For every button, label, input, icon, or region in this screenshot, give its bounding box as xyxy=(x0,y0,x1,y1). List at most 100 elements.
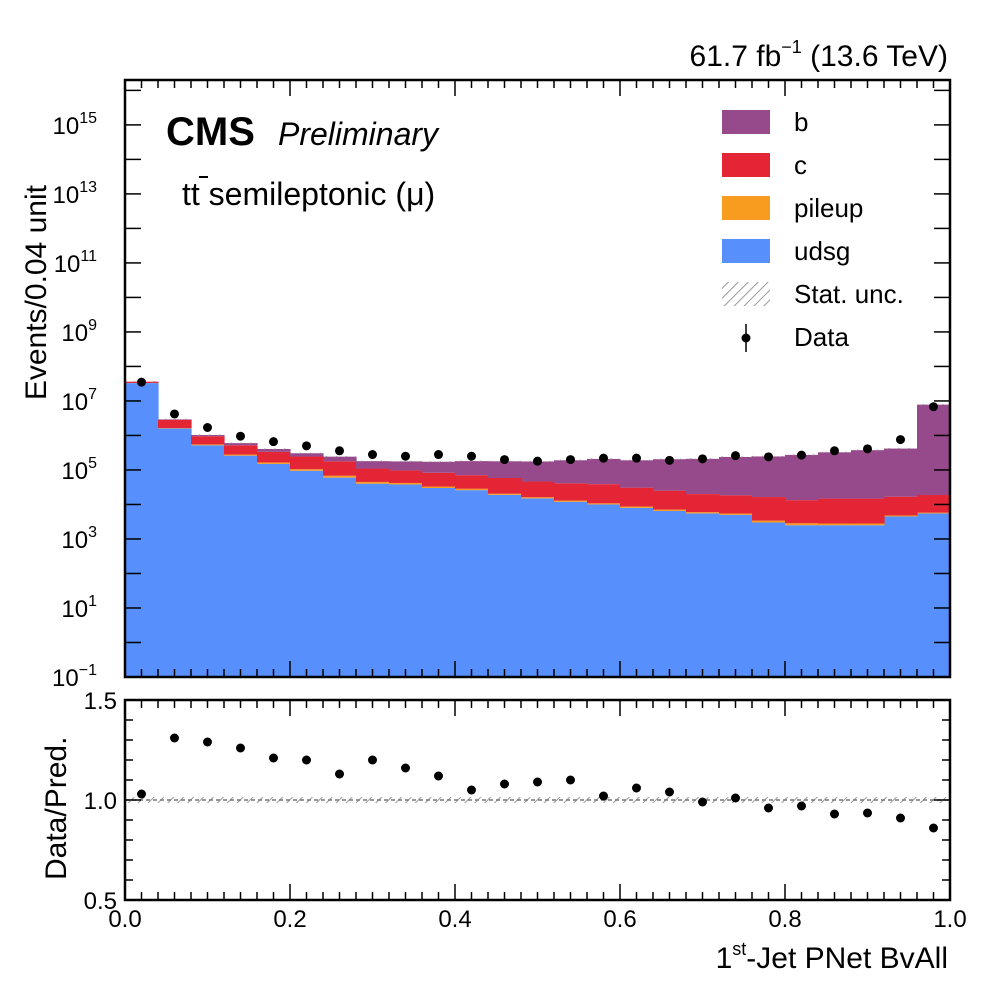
bar-c-13 xyxy=(554,483,588,501)
bar-b-20 xyxy=(785,454,819,501)
data-point-0 xyxy=(137,377,146,387)
bar-udsg-16 xyxy=(653,510,687,677)
bar-c-2 xyxy=(191,436,225,445)
bar-pileup-21 xyxy=(818,523,852,526)
stat-unc-band-2 xyxy=(191,434,224,436)
bar-b-10 xyxy=(455,461,489,476)
xtick-label: 1.0 xyxy=(933,906,966,933)
bar-b-9 xyxy=(422,461,456,473)
xtick-label: 0.4 xyxy=(438,906,471,933)
top-plot-frame xyxy=(123,78,952,679)
ratio-ytick-label: 1.5 xyxy=(84,688,117,715)
bar-b-2 xyxy=(191,435,225,437)
data-point-3 xyxy=(236,431,245,441)
ratio-point-24 xyxy=(929,823,938,833)
bar-udsg-20 xyxy=(785,525,819,677)
bar-udsg-15 xyxy=(620,507,654,677)
ratio-point-3 xyxy=(236,743,245,753)
top-axis-ticks: 1015 1013 1011 109 107 105 103 101 10−1 xyxy=(52,80,951,692)
legend-b-swatch xyxy=(722,110,770,134)
ytick-label: 1013 xyxy=(53,179,98,209)
bar-b-11 xyxy=(488,461,522,478)
ratio-point-17 xyxy=(698,797,707,807)
bar-udsg-7 xyxy=(356,483,390,677)
bar-udsg-10 xyxy=(455,490,489,677)
bar-c-3 xyxy=(224,445,258,455)
top-y-axis-label: Events/0.04 unit xyxy=(20,184,53,400)
bar-pileup-24 xyxy=(917,512,950,514)
stat-unc-band-10 xyxy=(455,460,488,462)
data-point-16 xyxy=(665,455,674,465)
bar-c-20 xyxy=(785,500,819,524)
data-point-20 xyxy=(797,450,806,460)
ratio-point-13 xyxy=(566,775,575,785)
ytick-label: 105 xyxy=(61,455,97,485)
ytick-label: 1011 xyxy=(54,248,97,278)
xtick-label: 0.2 xyxy=(273,906,306,933)
bottom-y-axis-label: Data/Pred. xyxy=(40,737,73,880)
ratio-point-6 xyxy=(335,769,344,779)
bar-pileup-5 xyxy=(290,469,324,471)
ratio-point-10 xyxy=(467,785,476,795)
stat-unc-band-7 xyxy=(356,460,389,462)
bottom-axis-ticks: 1.5 1.0 0.50.0 0.2 0.4 0.6 0.8 1.0 xyxy=(84,688,967,933)
data-point-5 xyxy=(302,441,311,451)
bar-udsg-12 xyxy=(521,498,555,677)
bar-c-4 xyxy=(257,451,291,463)
ratio-point-23 xyxy=(896,813,905,823)
bar-b-7 xyxy=(356,461,390,469)
stat-unc-band-9 xyxy=(422,461,455,463)
stat-unc-band-8 xyxy=(389,460,422,462)
bar-udsg-18 xyxy=(719,514,753,677)
ratio-point-0 xyxy=(137,789,146,799)
bar-b-5 xyxy=(290,453,324,457)
bar-c-14 xyxy=(587,484,621,504)
bar-c-18 xyxy=(719,495,753,514)
data-point-18 xyxy=(731,451,740,461)
ratio-point-12 xyxy=(533,777,542,787)
ratio-point-8 xyxy=(401,763,410,773)
data-point-12 xyxy=(533,456,542,466)
data-point-22 xyxy=(863,444,872,454)
ytick-label: 103 xyxy=(61,524,97,554)
bar-udsg-6 xyxy=(323,477,357,677)
legend-udsg-label: udsg xyxy=(794,236,850,266)
legend: b c pileup udsg Stat. unc. Data xyxy=(722,107,904,352)
bar-c-10 xyxy=(455,475,489,489)
data-point-24 xyxy=(929,402,938,412)
bar-pileup-9 xyxy=(422,486,456,489)
xtick-label: 0.8 xyxy=(768,906,801,933)
bar-b-21 xyxy=(818,452,852,499)
data-point-21 xyxy=(830,446,839,456)
stat-unc-band-6 xyxy=(323,456,356,458)
ratio-point-5 xyxy=(302,755,311,765)
bar-c-6 xyxy=(323,461,357,476)
bar-pileup-12 xyxy=(521,497,555,499)
bar-udsg-9 xyxy=(422,488,456,677)
ratio-point-4 xyxy=(269,753,278,763)
bar-b-15 xyxy=(620,460,654,488)
stacked-histogram xyxy=(125,381,950,677)
legend-unc-swatch xyxy=(722,282,770,306)
bar-udsg-5 xyxy=(290,470,324,677)
bar-c-12 xyxy=(521,481,555,498)
bar-c-9 xyxy=(422,472,456,487)
data-point-7 xyxy=(368,450,377,460)
bar-c-8 xyxy=(389,470,423,483)
stat-unc-band-1 xyxy=(158,418,191,420)
data-point-10 xyxy=(467,451,476,461)
ytick-label: 1015 xyxy=(53,110,98,140)
ytick-label: 107 xyxy=(61,386,97,416)
bar-udsg-3 xyxy=(224,455,258,677)
bar-b-3 xyxy=(224,443,258,446)
bar-pileup-8 xyxy=(389,482,423,485)
legend-c-swatch xyxy=(722,153,770,177)
bar-udsg-14 xyxy=(587,504,621,677)
ratio-point-2 xyxy=(203,737,212,747)
bar-b-6 xyxy=(323,456,357,462)
bar-pileup-18 xyxy=(719,513,753,515)
xtick-label: 0.6 xyxy=(603,906,636,933)
bar-pileup-22 xyxy=(851,523,885,526)
bar-pileup-3 xyxy=(224,454,258,456)
